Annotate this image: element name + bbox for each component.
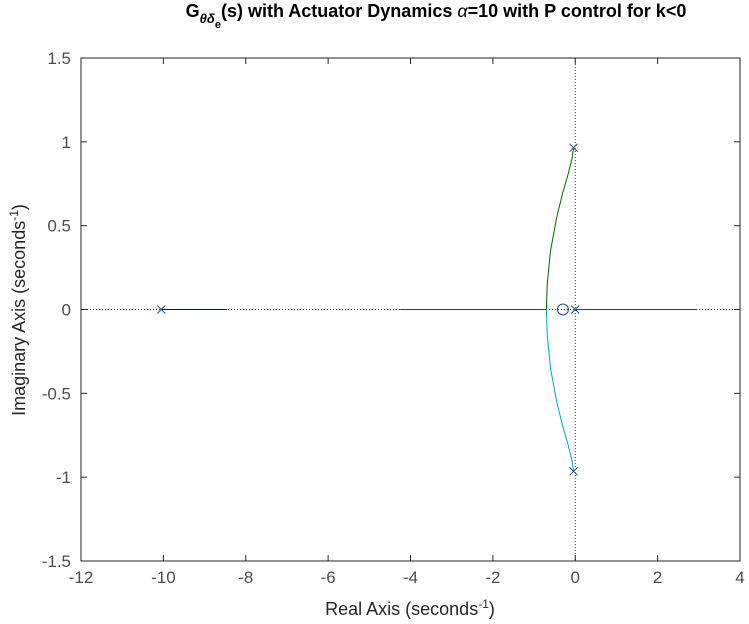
- x-axis-label: Real Axis (seconds-1): [325, 597, 495, 619]
- pole-marker: [570, 305, 580, 314]
- pole-marker: [569, 143, 578, 153]
- x-tick-label: -2: [485, 568, 500, 587]
- y-tick-label: -1.5: [42, 552, 71, 571]
- x-axis-label-text: Real Axis (seconds: [325, 599, 478, 619]
- x-axis-label-close: ): [489, 599, 495, 619]
- chart-title: Gθδe(s) with Actuator Dynamics α=10 with…: [186, 1, 687, 31]
- pole-zero-markers: [156, 143, 580, 476]
- x-axis-label-sup: -1: [478, 597, 489, 611]
- x-tick-label: 2: [653, 568, 662, 587]
- y-tick-label: -0.5: [42, 384, 71, 403]
- x-tick-label: 0: [571, 568, 580, 587]
- x-tick-label: 4: [735, 568, 744, 587]
- title-subscript: θδ: [200, 11, 215, 26]
- zero-marker: [556, 303, 569, 316]
- x-tick-label: -10: [151, 568, 176, 587]
- y-axis-label: Imaginary Axis (seconds-1): [7, 204, 29, 416]
- locus-branches: [161, 147, 697, 472]
- x-tick-label: -8: [238, 568, 253, 587]
- title-middle: (s) with Actuator Dynamics: [221, 1, 457, 21]
- title-g: G: [186, 1, 200, 21]
- pole-marker: [569, 466, 578, 476]
- title-subsubscript: e: [215, 19, 221, 31]
- locus-branch-cyan: [545, 309, 575, 472]
- pole-marker: [156, 305, 166, 314]
- y-axis-label-close: ): [9, 204, 29, 210]
- title-alpha: α: [457, 1, 468, 21]
- x-tick-label: -6: [321, 568, 336, 587]
- y-tick-label: 0.5: [47, 217, 71, 236]
- y-tick-label: 0: [62, 301, 71, 320]
- y-tick-label: 1: [62, 133, 71, 152]
- locus-branch-green: [545, 147, 575, 310]
- y-tick-label: 1.5: [47, 49, 71, 68]
- axis-ticks: -12 -10 -8 -6 -4 -2 0 2 4 1.5 1 0.5 0 -0.5 -1 -1.5: [42, 49, 745, 587]
- x-tick-label: -4: [403, 568, 418, 587]
- title-end: =10 with P control for k<0: [468, 1, 687, 21]
- y-tick-label: -1: [56, 468, 71, 487]
- y-axis-label-text: Imaginary Axis (seconds: [9, 221, 29, 416]
- x-tick-label: -12: [69, 568, 94, 587]
- y-axis-label-sup: -1: [7, 210, 21, 221]
